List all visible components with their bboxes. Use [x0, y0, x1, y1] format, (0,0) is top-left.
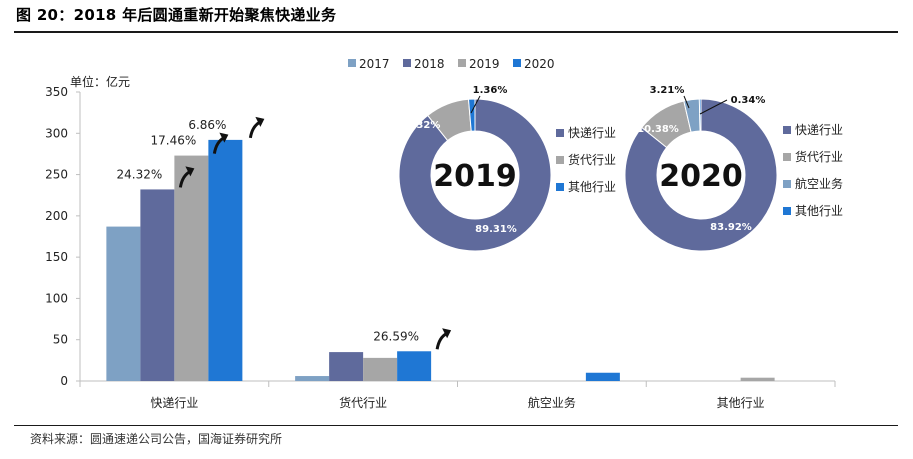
donut-legend-label: 货代行业 — [795, 149, 843, 164]
donut-slice-快递行业 — [624, 98, 778, 252]
donut-slice-其他行业 — [698, 98, 702, 132]
donut-legend-label: 其他行业 — [795, 204, 843, 218]
growth-label: 17.46% — [150, 134, 196, 148]
x-tick-label: 航空业务 — [528, 395, 576, 410]
x-tick-label: 其他行业 — [717, 396, 765, 410]
bar-2020-2 — [585, 372, 620, 381]
legend-label-2020: 2020 — [524, 57, 555, 71]
growth-arrow-head — [442, 328, 452, 339]
donut-value-label: 1.36% — [473, 85, 508, 96]
y-tick-label: 100 — [45, 291, 68, 305]
donut-legend-swatch — [783, 180, 791, 188]
donut-chart-2020: 2020 83.92% 10.38% 3.21% 0.34% 快递行业货代行业航空业务其他… — [624, 85, 843, 252]
y-tick-label: 200 — [45, 209, 68, 223]
leader-line — [699, 99, 728, 115]
donut-center-label: 2020 — [659, 159, 743, 194]
donut-legend-label: 快递行业 — [568, 126, 616, 140]
donut-legend-swatch — [556, 129, 564, 137]
leader-line — [683, 95, 690, 109]
bottom-rule — [14, 425, 898, 426]
donut-value-label: 10.38% — [637, 124, 679, 135]
donut-legend-swatch — [556, 156, 564, 164]
donut-legend-swatch — [783, 153, 791, 161]
donut-legend-label: 其他行业 — [568, 180, 616, 194]
y-tick-label: 350 — [45, 85, 68, 99]
x-tick-label: 快递行业 — [150, 396, 198, 410]
bar-2020-0 — [208, 139, 243, 381]
legend-swatch-2019 — [458, 59, 466, 67]
growth-arrow-head — [219, 132, 229, 143]
growth-arrow — [435, 331, 448, 350]
growth-arrow-head — [255, 116, 265, 127]
donut-slice-快递行业 — [398, 98, 552, 252]
donut-legend-swatch — [556, 183, 564, 191]
y-tick-label: 150 — [45, 250, 68, 264]
donut-value-label: 89.31% — [475, 224, 517, 235]
bar-2018-1 — [329, 352, 364, 381]
donut-legend-label: 航空业务 — [795, 176, 843, 191]
donut-center-label: 2019 — [433, 159, 517, 194]
leader-line — [470, 95, 481, 114]
y-tick-label: 50 — [53, 333, 68, 347]
donut-legend-swatch — [783, 126, 791, 134]
y-tick-label: 300 — [45, 126, 68, 140]
legend-label-2017: 2017 — [359, 57, 390, 71]
donut-value-label: 83.92% — [710, 222, 752, 233]
legend-swatch-2018 — [403, 59, 411, 67]
donut-legend-label: 货代行业 — [568, 152, 616, 167]
growth-label: 24.32% — [116, 167, 162, 181]
bar-2017-0 — [106, 226, 141, 381]
title-rule — [14, 31, 898, 33]
growth-label: 26.59% — [373, 329, 419, 343]
legend-swatch-2017 — [348, 59, 356, 67]
bar-2019-3 — [740, 377, 775, 381]
donut-legend-label: 快递行业 — [795, 123, 843, 137]
source-note: 资料来源：圆通速递公司公告，国海证券研究所 — [30, 432, 283, 446]
bar-2018-0 — [140, 189, 175, 381]
legend-swatch-2020 — [513, 59, 521, 67]
bar-2019-1 — [363, 357, 398, 381]
bar-2019-0 — [174, 155, 209, 381]
y-tick-label: 250 — [45, 168, 68, 182]
growth-arrow-head — [185, 166, 195, 177]
growth-label: 6.86% — [188, 118, 226, 132]
bar-2017-1 — [295, 376, 330, 381]
x-tick-label: 货代行业 — [339, 395, 387, 410]
y-tick-label: 0 — [60, 374, 68, 388]
legend-label-2018: 2018 — [414, 57, 445, 71]
donut-value-label: 9.32% — [406, 120, 441, 131]
donut-value-label: 3.21% — [650, 85, 685, 96]
figure-title: 图 20：2018 年后圆通重新开始聚焦快递业务 — [16, 6, 337, 24]
donut-value-label: 0.34% — [731, 95, 766, 106]
legend-label-2019: 2019 — [469, 57, 500, 71]
donut-legend-swatch — [783, 207, 791, 215]
donut-slice-其他行业 — [467, 98, 476, 132]
growth-arrow — [248, 120, 262, 139]
unit-label: 单位：亿元 — [70, 74, 130, 89]
bar-2020-1 — [397, 351, 432, 381]
